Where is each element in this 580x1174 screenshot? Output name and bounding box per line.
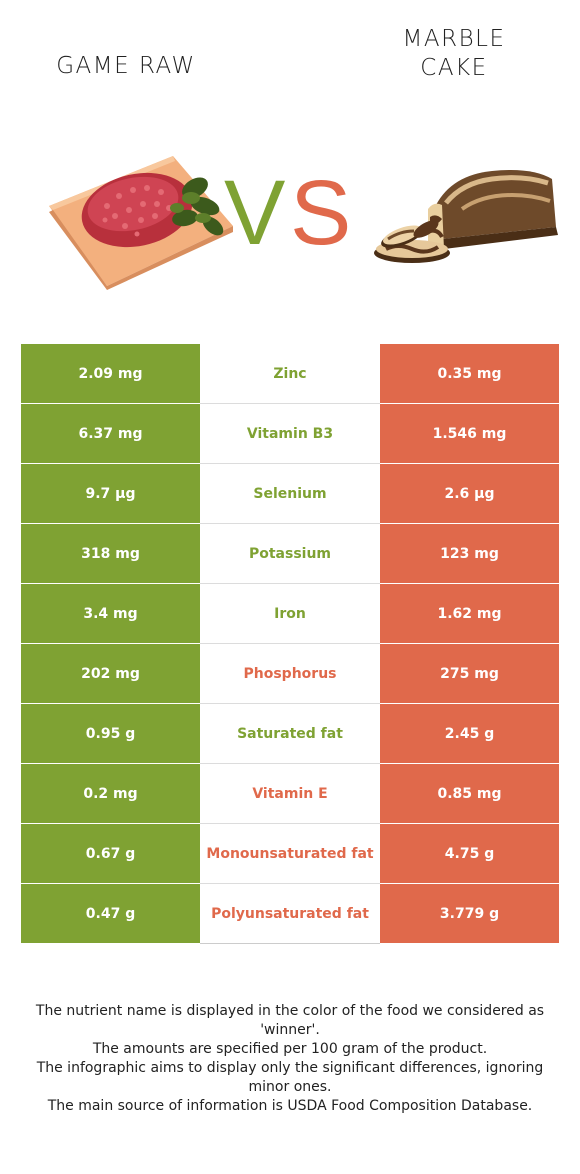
right-food-value: 1.62 mg xyxy=(380,583,559,644)
right-food-value: 1.546 mg xyxy=(380,403,559,464)
nutrient-name: Iron xyxy=(200,583,380,644)
nutrient-name: Polyunsaturated fat xyxy=(200,883,380,944)
left-food-value: 0.2 mg xyxy=(21,763,200,824)
left-food-value: 202 mg xyxy=(21,643,200,704)
right-food-value: 2.6 µg xyxy=(380,463,559,524)
nutrient-name: Zinc xyxy=(200,344,380,404)
left-food-value: 6.37 mg xyxy=(21,403,200,464)
left-food-value: 2.09 mg xyxy=(21,344,200,404)
left-food-value: 0.95 g xyxy=(21,703,200,764)
marble-cake-slices-icon xyxy=(374,170,558,263)
footer-note-1: The nutrient name is displayed in the co… xyxy=(35,1003,545,1038)
footer-note-3: The infographic aims to display only the… xyxy=(36,1060,544,1095)
right-food-title: MARBLE CAKE xyxy=(334,25,574,83)
left-food-value: 0.67 g xyxy=(21,823,200,884)
comparison-table: 2.09 mg Zinc 0.35 mg 6.37 mg Vitamin B3 1.546… xyxy=(21,344,559,944)
nutrient-name: Vitamin E xyxy=(200,763,380,824)
nutrient-row: 0.67 g Monounsaturated fat 4.75 g xyxy=(21,823,559,884)
left-food-value: 318 mg xyxy=(21,523,200,584)
nutrient-row: 9.7 µg Selenium 2.6 µg xyxy=(21,463,559,524)
left-food-value: 3.4 mg xyxy=(21,583,200,644)
right-food-value: 123 mg xyxy=(380,523,559,584)
right-food-value: 2.45 g xyxy=(380,703,559,764)
right-food-value: 4.75 g xyxy=(380,823,559,884)
nutrient-row: 0.47 g Polyunsaturated fat 3.779 g xyxy=(21,883,559,944)
footer-note-4: The main source of information is USDA F… xyxy=(47,1098,533,1114)
vs-letter-s: S xyxy=(290,162,352,264)
nutrient-name: Selenium xyxy=(200,463,380,524)
left-food-value: 0.47 g xyxy=(21,883,200,944)
right-food-title-line1: MARBLE xyxy=(402,26,506,52)
raw-meat-on-board-icon xyxy=(49,156,233,290)
nutrient-name: Phosphorus xyxy=(200,643,380,704)
nutrient-name: Monounsaturated fat xyxy=(200,823,380,884)
nutrient-row: 0.2 mg Vitamin E 0.85 mg xyxy=(21,763,559,824)
right-food-title-line2: CAKE xyxy=(420,55,488,81)
nutrient-row: 3.4 mg Iron 1.62 mg xyxy=(21,583,559,644)
nutrient-row: 318 mg Potassium 123 mg xyxy=(21,523,559,584)
nutrient-row: 0.95 g Saturated fat 2.45 g xyxy=(21,703,559,764)
left-food-value: 9.7 µg xyxy=(21,463,200,524)
nutrient-name: Potassium xyxy=(200,523,380,584)
footer-notes: The nutrient name is displayed in the co… xyxy=(15,1002,565,1116)
nutrient-row: 2.09 mg Zinc 0.35 mg xyxy=(21,344,559,404)
right-food-value: 3.779 g xyxy=(380,883,559,944)
nutrient-row: 6.37 mg Vitamin B3 1.546 mg xyxy=(21,403,559,464)
left-food-title: GAME RAW xyxy=(56,53,196,79)
vs-letter-v: V xyxy=(224,162,286,264)
right-food-value: 275 mg xyxy=(380,643,559,704)
nutrient-row: 202 mg Phosphorus 275 mg xyxy=(21,643,559,704)
footer-note-2: The amounts are specified per 100 gram o… xyxy=(92,1041,488,1057)
nutrient-name: Vitamin B3 xyxy=(200,403,380,464)
right-food-value: 0.35 mg xyxy=(380,344,559,404)
right-food-value: 0.85 mg xyxy=(380,763,559,824)
nutrient-name: Saturated fat xyxy=(200,703,380,764)
